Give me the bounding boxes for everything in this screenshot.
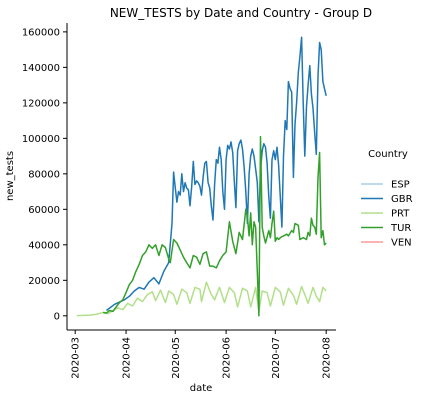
legend: Country ESP GBR PRT TUR VEN: [361, 149, 413, 249]
legend-title: Country: [368, 149, 408, 160]
y-tick-label: 140000: [22, 63, 60, 74]
legend-label-tur: TUR: [390, 223, 411, 234]
y-tick-label: 0: [54, 311, 60, 322]
y-tick-label: 20000: [28, 276, 60, 287]
x-tick-label: 2020-03: [71, 337, 82, 379]
legend-label-gbr: GBR: [391, 194, 413, 205]
x-tick-label: 2020-07: [271, 337, 282, 379]
y-tick-label: 80000: [28, 169, 60, 180]
y-axis-label: new_tests: [5, 151, 16, 201]
legend-label-ven: VEN: [391, 238, 412, 249]
x-tick-label: 2020-06: [222, 337, 233, 379]
chart-title: NEW_TESTS by Date and Country - Group D: [110, 6, 372, 20]
series-line-gbr: [105, 36, 327, 312]
y-tick-label: 100000: [22, 134, 60, 145]
legend-label-esp: ESP: [391, 180, 410, 191]
x-axis-label: date: [190, 383, 213, 394]
y-tick-label: 120000: [22, 98, 60, 109]
y-tick-label: 40000: [28, 240, 60, 251]
x-tick-label: 2020-08: [322, 337, 333, 379]
series-line-prt: [76, 281, 327, 317]
x-axis: 2020-03 2020-04 2020-05 2020-06 2020-07 2020-…: [67, 329, 336, 379]
x-tick-label: 2020-04: [122, 337, 133, 379]
y-axis: 0 20000 40000 60000 80000 100000 120000 140000 1…: [22, 23, 68, 330]
x-tick-label: 2020-05: [171, 337, 182, 379]
series-line-tur: [102, 135, 327, 317]
y-tick-label: 60000: [28, 205, 60, 216]
plot-area: [76, 36, 327, 317]
y-tick-label: 160000: [22, 27, 60, 38]
legend-label-prt: PRT: [391, 209, 410, 220]
